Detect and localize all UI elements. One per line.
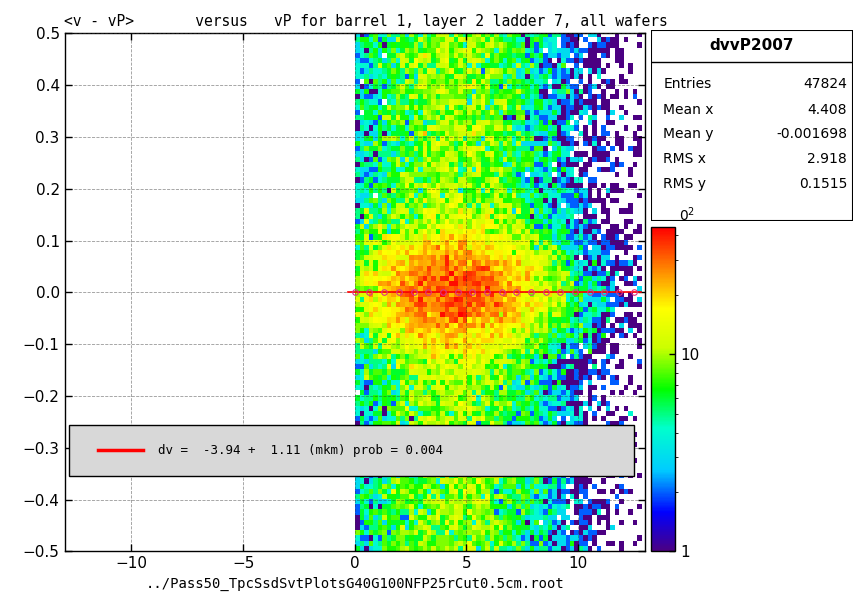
- Text: RMS x: RMS x: [663, 152, 706, 166]
- Text: Entries: Entries: [663, 77, 711, 91]
- Text: $\mathregular{0^2}$: $\mathregular{0^2}$: [679, 205, 696, 224]
- Text: dv =  -3.94 +  1.11 (mkm) prob = 0.004: dv = -3.94 + 1.11 (mkm) prob = 0.004: [158, 444, 443, 457]
- Text: 2.918: 2.918: [808, 152, 847, 166]
- Text: 47824: 47824: [803, 77, 847, 91]
- Text: Mean y: Mean y: [663, 127, 714, 141]
- Text: dvvP2007: dvvP2007: [710, 38, 795, 53]
- Bar: [69, 425, 634, 476]
- X-axis label: ../Pass50_TpcSsdSvtPlotsG40G100NFP25rCut0.5cm.root: ../Pass50_TpcSsdSvtPlotsG40G100NFP25rCut…: [145, 577, 564, 591]
- Text: <v - vP>       versus   vP for barrel 1, layer 2 ladder 7, all wafers: <v - vP> versus vP for barrel 1, layer 2…: [64, 15, 668, 29]
- Text: RMS y: RMS y: [663, 177, 706, 191]
- Text: 4.408: 4.408: [808, 102, 847, 116]
- Text: 0.1515: 0.1515: [799, 177, 847, 191]
- Text: -0.001698: -0.001698: [776, 127, 847, 141]
- Text: Mean x: Mean x: [663, 102, 714, 116]
